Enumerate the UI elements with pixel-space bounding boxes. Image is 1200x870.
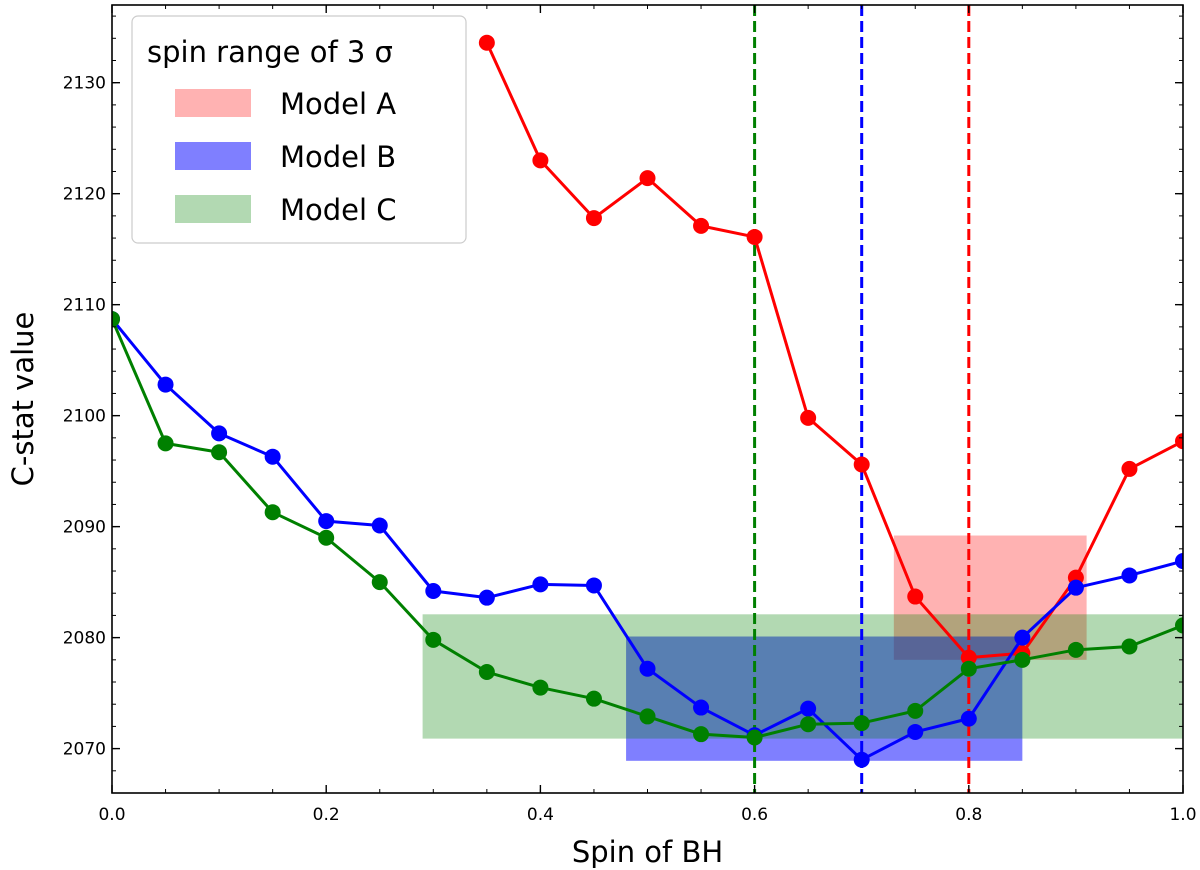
data-point-model-b <box>585 577 602 594</box>
data-point-model-b <box>157 376 174 393</box>
data-point-model-a <box>532 152 549 169</box>
data-point-model-c <box>318 529 335 546</box>
data-point-model-a <box>478 34 495 51</box>
data-point-model-b <box>907 723 924 740</box>
legend-label-model-b: Model B <box>280 140 396 174</box>
legend-title: spin range of 3 σ <box>147 35 393 69</box>
data-point-model-b <box>211 425 228 442</box>
data-point-model-b <box>371 517 388 534</box>
range-box-model-c <box>422 614 1183 739</box>
data-point-model-c <box>532 679 549 696</box>
series-model-a <box>478 34 1183 666</box>
data-point-model-c <box>112 311 120 328</box>
data-point-model-c <box>960 660 977 677</box>
data-point-model-b <box>960 710 977 727</box>
data-point-model-c <box>1175 617 1183 634</box>
data-point-model-c <box>800 716 817 733</box>
data-point-model-c <box>585 690 602 707</box>
data-point-model-b <box>853 751 870 768</box>
series-lines <box>112 34 1183 768</box>
data-point-model-b <box>1175 553 1183 570</box>
legend-entries: Model A Model B Model C <box>175 87 397 227</box>
x-tick-label: 0.6 <box>741 805 768 825</box>
data-point-model-c <box>746 729 763 746</box>
data-point-model-a <box>853 456 870 473</box>
legend: spin range of 3 σ Model A Model B Model C <box>131 15 467 244</box>
legend-label-model-c: Model C <box>280 193 397 227</box>
data-point-model-b <box>478 589 495 606</box>
legend-swatch-model-b <box>175 142 251 170</box>
data-point-model-b <box>1067 579 1084 596</box>
data-point-model-c <box>1121 638 1138 655</box>
data-point-model-c <box>853 715 870 732</box>
data-point-model-c <box>157 435 174 452</box>
data-point-model-c <box>907 702 924 719</box>
series-line-model-a <box>485 42 1183 660</box>
x-tick-label: 0.4 <box>527 805 554 825</box>
range-box-model-b <box>626 636 1023 761</box>
data-point-model-a <box>693 217 710 234</box>
data-point-model-c <box>371 574 388 591</box>
y-tick-label: 2120 <box>63 185 106 205</box>
data-point-model-a <box>585 210 602 227</box>
y-tick-label: 2100 <box>63 407 106 427</box>
data-point-model-b <box>639 660 656 677</box>
data-point-model-b <box>1121 567 1138 584</box>
x-axis-label: Spin of BH <box>572 835 723 869</box>
data-point-model-c <box>639 708 656 725</box>
data-point-model-c <box>1014 651 1031 668</box>
data-point-model-b <box>318 513 335 530</box>
y-axis-label: C-stat value <box>6 312 40 487</box>
data-point-model-b <box>800 700 817 717</box>
data-point-model-c <box>1067 641 1084 658</box>
x-tick-label: 1.0 <box>1169 805 1196 825</box>
data-point-model-a <box>1175 433 1183 450</box>
data-point-model-b <box>693 699 710 716</box>
data-point-model-a <box>746 228 763 245</box>
data-point-model-a <box>907 588 924 605</box>
x-tick-label: 0.0 <box>98 805 125 825</box>
axes: 0.0 0.2 0.4 0.6 0.8 1.0 2070 2080 2090 2100 2110 21… <box>63 4 1197 825</box>
y-tick-label: 2080 <box>63 629 106 649</box>
y-tick-label: 2130 <box>63 74 106 94</box>
y-tick-label: 2070 <box>63 740 106 760</box>
legend-frame <box>131 15 467 244</box>
data-point-model-b <box>1014 629 1031 646</box>
x-tick-label: 0.8 <box>955 805 982 825</box>
data-point-model-c <box>264 504 281 521</box>
data-point-model-c <box>693 726 710 743</box>
spin-range-boxes <box>422 535 1183 761</box>
legend-label-model-a: Model A <box>280 87 396 121</box>
legend-swatch-model-a <box>175 89 251 117</box>
data-point-model-b <box>264 448 281 465</box>
data-point-model-a <box>639 170 656 187</box>
data-point-model-a <box>800 409 817 426</box>
legend-swatch-model-c <box>175 195 251 223</box>
data-point-model-c <box>425 631 442 648</box>
x-tick-label: 0.2 <box>313 805 340 825</box>
data-point-model-b <box>425 583 442 600</box>
y-tick-label: 2090 <box>63 518 106 538</box>
data-point-model-a <box>1121 460 1138 477</box>
data-point-model-c <box>478 664 495 681</box>
data-point-model-a <box>960 649 977 666</box>
data-point-model-c <box>211 444 228 461</box>
series-model-c <box>112 311 1183 746</box>
y-tick-label: 2110 <box>63 296 106 316</box>
data-point-model-b <box>532 576 549 593</box>
